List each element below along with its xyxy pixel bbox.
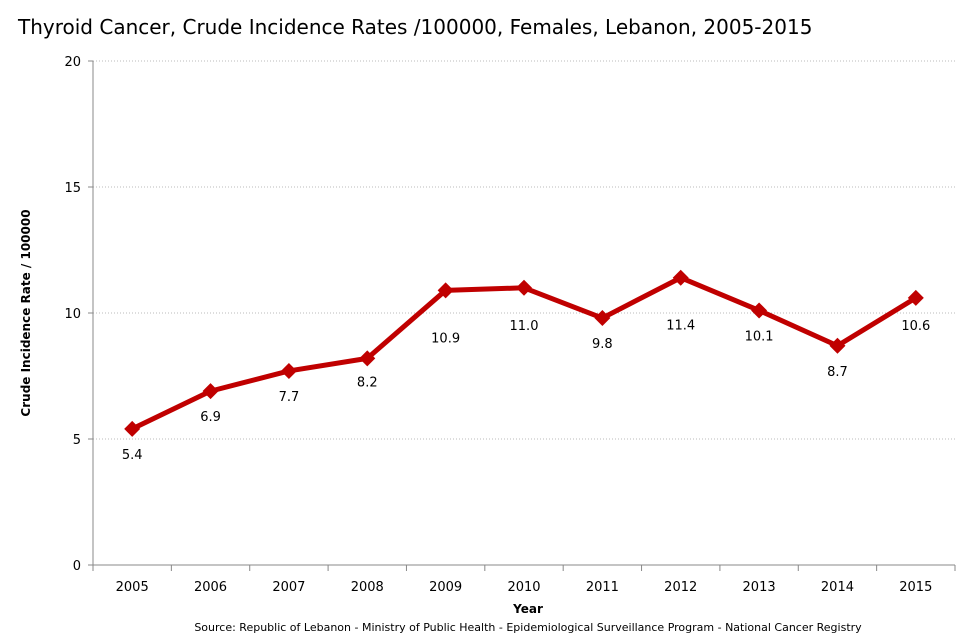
data-label: 6.9	[200, 410, 221, 425]
y-tick-label: 10	[64, 307, 81, 322]
data-label: 11.4	[666, 319, 695, 334]
data-point	[516, 279, 532, 296]
x-axis-label: Year	[512, 602, 543, 616]
x-tick-label: 2007	[272, 580, 305, 595]
data-point	[594, 310, 611, 327]
y-tick-label: 20	[64, 55, 81, 70]
data-label: 7.7	[279, 390, 300, 405]
data-label: 8.7	[827, 365, 848, 380]
data-point	[359, 350, 376, 367]
y-tick-label: 15	[64, 181, 81, 196]
x-tick-label: 2013	[743, 580, 776, 595]
chart-title: Thyroid Cancer, Crude Incidence Rates /1…	[17, 15, 812, 39]
data-point	[672, 269, 689, 286]
data-label: 9.8	[592, 337, 613, 352]
x-tick-label: 2010	[507, 580, 540, 595]
y-tick-label: 0	[73, 559, 81, 574]
x-tick-label: 2009	[429, 580, 462, 595]
data-label: 11.0	[510, 319, 539, 334]
x-tick-label: 2012	[664, 580, 697, 595]
series-line	[131, 275, 918, 432]
x-tick-label: 2005	[116, 580, 149, 595]
data-point	[829, 337, 846, 354]
data-label: 10.1	[745, 329, 774, 344]
data-point	[202, 383, 219, 400]
data-point	[280, 362, 297, 379]
data-point	[751, 302, 768, 319]
data-label: 10.6	[901, 319, 930, 334]
data-label: 5.4	[122, 448, 143, 463]
x-tick-label: 2011	[586, 580, 619, 595]
data-point	[907, 289, 924, 306]
x-tick-label: 2015	[899, 580, 932, 595]
data-point	[124, 420, 141, 437]
x-tick-label: 2008	[351, 580, 384, 595]
data-label: 8.2	[357, 375, 378, 390]
data-point	[437, 282, 454, 299]
data-label: 10.9	[431, 331, 460, 346]
x-tick-label: 2014	[821, 580, 854, 595]
y-tick-label: 5	[73, 433, 81, 448]
x-tick-label: 2006	[194, 580, 227, 595]
source-note: Source: Republic of Lebanon - Ministry o…	[194, 621, 862, 634]
y-axis-label: Crude Incidence Rate / 100000	[19, 209, 33, 416]
